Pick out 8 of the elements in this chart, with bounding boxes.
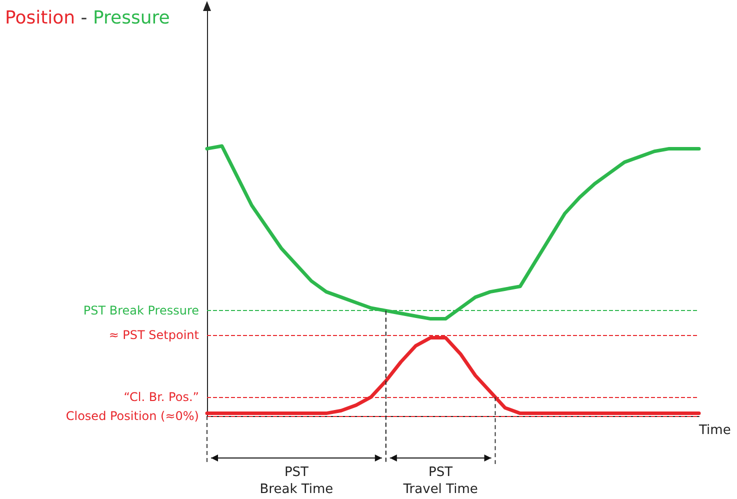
text: PST Break Time <box>260 465 334 497</box>
chart-title: Position - Pressure <box>5 8 170 28</box>
x-axis-title: Time <box>698 423 731 438</box>
text: PST Travel Time <box>402 465 478 497</box>
ref-line-label: Closed Position (≈0%) <box>66 409 199 423</box>
ref-line-label: PST Break Pressure <box>83 304 199 318</box>
ref-line-label: ≈ PST Setpoint <box>108 328 200 342</box>
ref-line-label: “Cl. Br. Pos.” <box>124 390 199 404</box>
